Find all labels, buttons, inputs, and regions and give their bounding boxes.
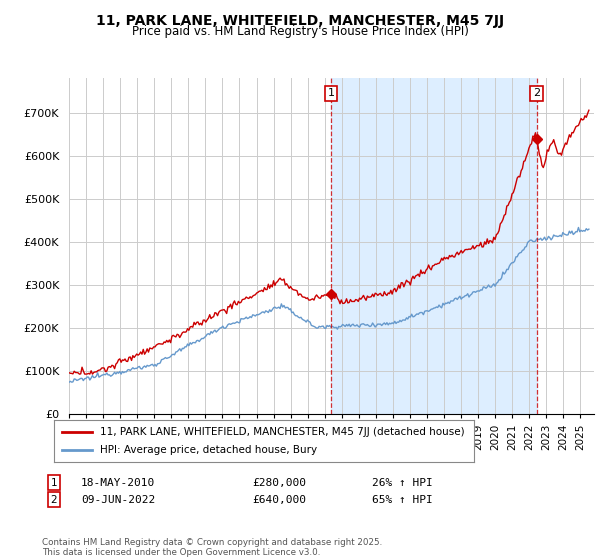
Bar — [331, 78, 537, 414]
Text: Price paid vs. HM Land Registry's House Price Index (HPI): Price paid vs. HM Land Registry's House … — [131, 25, 469, 38]
Text: 1: 1 — [328, 88, 334, 99]
Text: 2: 2 — [50, 494, 58, 505]
Text: 2: 2 — [533, 88, 540, 99]
Text: 26% ↑ HPI: 26% ↑ HPI — [372, 478, 433, 488]
Text: HPI: Average price, detached house, Bury: HPI: Average price, detached house, Bury — [100, 445, 317, 455]
Text: 65% ↑ HPI: 65% ↑ HPI — [372, 494, 433, 505]
Text: 1: 1 — [50, 478, 58, 488]
Text: 18-MAY-2010: 18-MAY-2010 — [81, 478, 155, 488]
Text: Contains HM Land Registry data © Crown copyright and database right 2025.
This d: Contains HM Land Registry data © Crown c… — [42, 538, 382, 557]
Text: £640,000: £640,000 — [252, 494, 306, 505]
Text: £280,000: £280,000 — [252, 478, 306, 488]
Text: 11, PARK LANE, WHITEFIELD, MANCHESTER, M45 7JJ (detached house): 11, PARK LANE, WHITEFIELD, MANCHESTER, M… — [100, 427, 465, 437]
Text: 11, PARK LANE, WHITEFIELD, MANCHESTER, M45 7JJ: 11, PARK LANE, WHITEFIELD, MANCHESTER, M… — [96, 14, 504, 28]
Text: 09-JUN-2022: 09-JUN-2022 — [81, 494, 155, 505]
